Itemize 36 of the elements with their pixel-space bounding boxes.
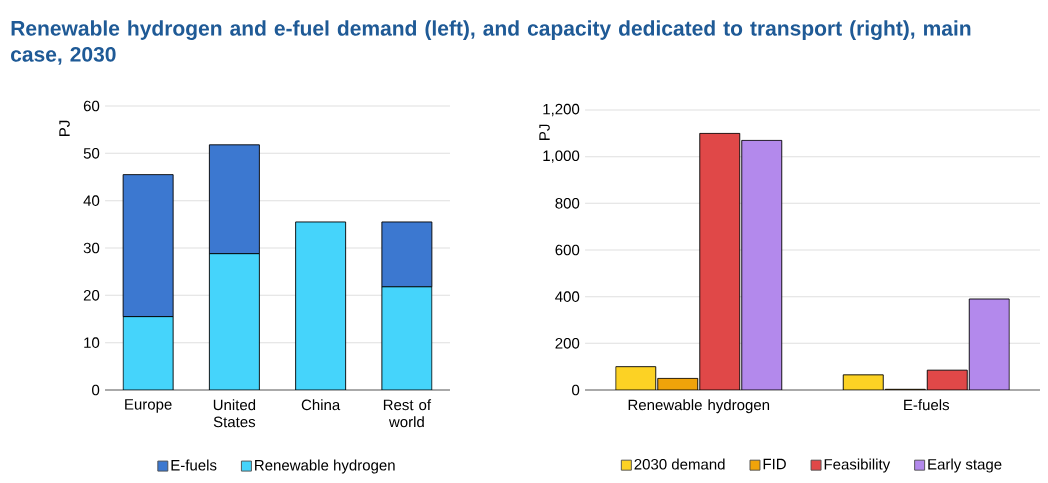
y-axis-title: PJ: [59, 120, 70, 136]
bar: [381, 286, 433, 390]
bar: [615, 366, 657, 390]
y-tick-label: 50: [83, 148, 100, 159]
x-tick-label: Europe: [125, 399, 172, 413]
y-axis-title: PJ: [539, 124, 550, 140]
legend-label: Feasibility: [824, 458, 891, 473]
y-tick-label: 30: [83, 242, 100, 254]
y-tick-label: 40: [83, 195, 100, 206]
bar: [295, 221, 347, 390]
y-tick-label: 200: [555, 338, 580, 349]
y-tick-label: 0: [572, 384, 580, 396]
bar: [122, 316, 174, 390]
legend-label: FID: [763, 458, 786, 470]
bar: [842, 374, 884, 390]
bar: [699, 132, 741, 390]
y-tick-label: 800: [555, 198, 580, 209]
y-tick-label: 10: [84, 337, 100, 348]
x-tick-label: China: [301, 399, 341, 411]
x-tick-label: Renewable hydrogen: [628, 399, 770, 414]
x-tick-label: E-fuels: [904, 399, 950, 411]
y-tick-label: 1,200: [543, 103, 580, 117]
legend-label: E-fuels: [171, 459, 217, 471]
y-tick-label: 60: [83, 100, 100, 112]
y-tick-label: 400: [555, 291, 580, 302]
x-tick-label: United States: [213, 399, 256, 428]
y-tick-label: 20: [83, 290, 100, 301]
y-tick-label: 0: [92, 384, 100, 396]
y-tick-label: 600: [555, 244, 580, 256]
y-tick-label: 1,000: [543, 150, 580, 163]
legend-label: Early stage: [928, 458, 1002, 473]
bar: [208, 253, 260, 390]
legend-label: Renewable hydrogen: [255, 459, 395, 474]
chart-title: Renewable hydrogen and e-fuel demand (left), and capacity dedicated to transport (right), main case, 2030: [11, 20, 971, 65]
x-tick-label: Rest of world: [383, 399, 432, 428]
legend-label: 2030 demand: [634, 458, 725, 470]
